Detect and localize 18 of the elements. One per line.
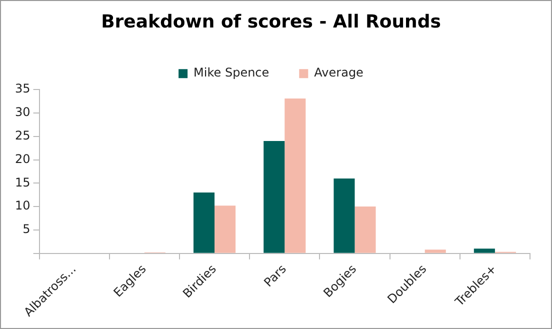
y-tick-label: 35 (14, 82, 30, 96)
y-tick-label: 10 (14, 198, 30, 213)
y-tick-label: 15 (14, 175, 30, 190)
bar (474, 248, 495, 253)
y-tick-label: 20 (14, 152, 30, 166)
bar (264, 141, 285, 253)
chart-title: Breakdown of scores - All Rounds (101, 11, 441, 32)
y-tick-label: 5 (22, 222, 30, 236)
bar (424, 250, 446, 253)
bar (214, 206, 236, 253)
legend-label: Mike Spence (194, 66, 270, 80)
y-tick-label: 25 (14, 128, 30, 142)
y-tick-label: 30 (14, 105, 30, 120)
bar (354, 206, 376, 253)
bar (284, 98, 306, 253)
legend-label: Average (314, 66, 364, 80)
bar (334, 178, 355, 253)
bar (194, 192, 215, 253)
